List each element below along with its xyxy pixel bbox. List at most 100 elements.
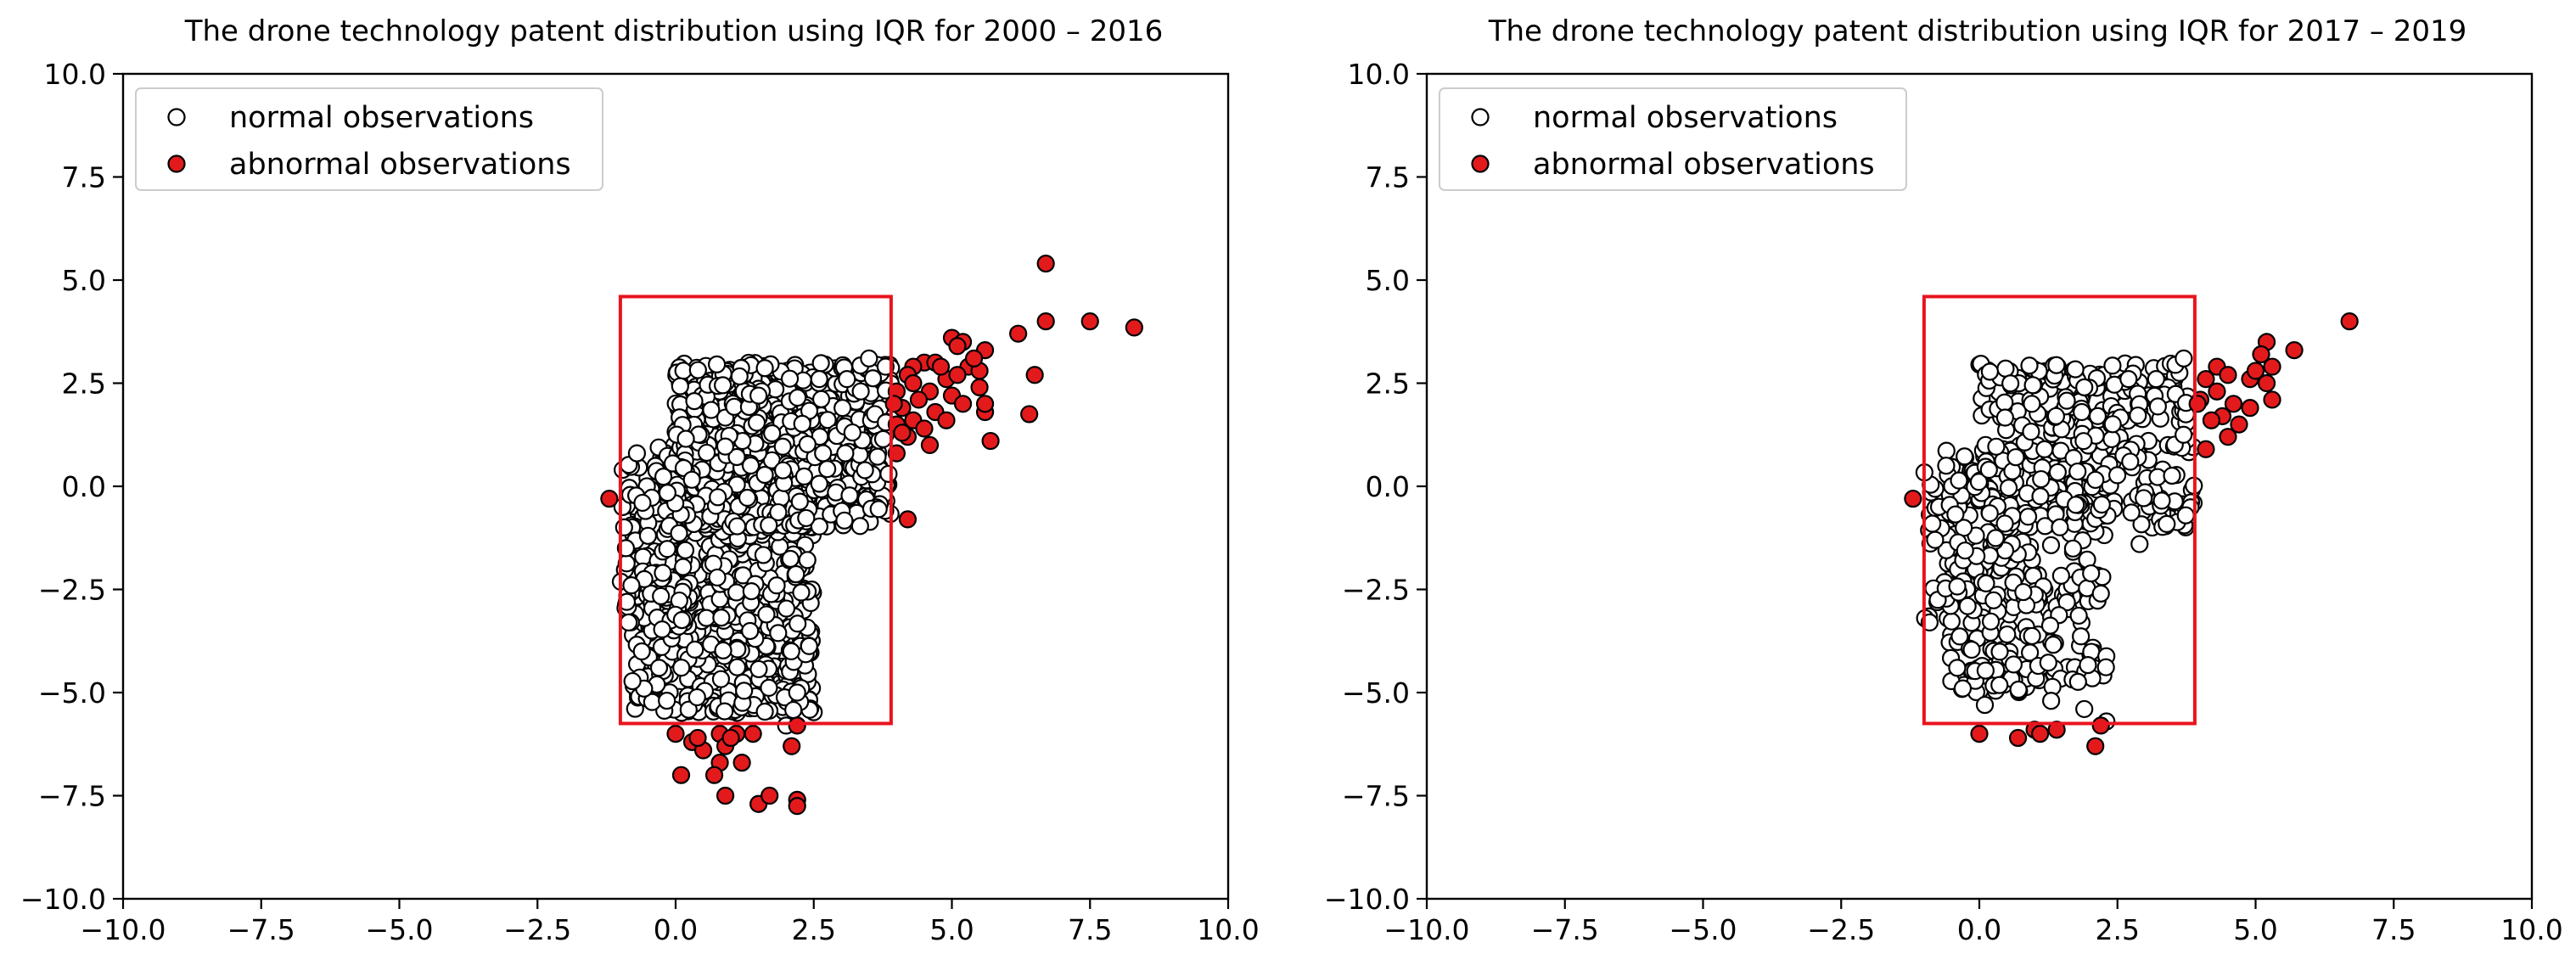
normal-point bbox=[685, 392, 704, 411]
normal-point bbox=[869, 500, 888, 519]
normal-point bbox=[814, 444, 833, 463]
x-tick-label: 7.5 bbox=[1068, 913, 1112, 946]
normal-point bbox=[2147, 370, 2165, 389]
normal-point bbox=[670, 524, 688, 542]
normal-point bbox=[714, 641, 732, 659]
abnormal-point bbox=[2230, 415, 2248, 434]
normal-point bbox=[2121, 452, 2140, 471]
normal-point bbox=[676, 429, 695, 448]
abnormal-point bbox=[788, 716, 806, 735]
normal-point bbox=[742, 582, 760, 601]
abnormal-point bbox=[783, 737, 801, 755]
normal-point bbox=[2130, 535, 2149, 553]
y-tick-label: 0.0 bbox=[1366, 470, 1410, 503]
normal-point bbox=[2041, 536, 2061, 554]
normal-point bbox=[769, 624, 788, 642]
chart-title: The drone technology patent distribution… bbox=[184, 14, 1164, 48]
normal-point bbox=[709, 488, 727, 507]
abnormal-point bbox=[2219, 366, 2237, 384]
normal-point bbox=[843, 423, 861, 442]
abnormal-point bbox=[970, 378, 989, 396]
abnormal-point bbox=[920, 435, 940, 455]
normal-point bbox=[767, 576, 786, 595]
y-tick-label: 7.5 bbox=[62, 161, 106, 194]
normal-point bbox=[2088, 407, 2107, 425]
normal-point bbox=[794, 467, 814, 485]
abnormal-point bbox=[2252, 345, 2270, 364]
normal-point bbox=[714, 376, 732, 395]
abnormal-point bbox=[2197, 440, 2215, 458]
normal-point bbox=[2048, 463, 2067, 482]
normal-point bbox=[2091, 584, 2110, 603]
normal-point bbox=[2057, 391, 2076, 410]
abnormal-point bbox=[1020, 405, 1039, 424]
abnormal-point bbox=[666, 724, 685, 743]
normal-point bbox=[2044, 636, 2062, 654]
normal-point bbox=[623, 671, 642, 691]
abnormal-point bbox=[2285, 341, 2304, 360]
normal-point bbox=[711, 670, 731, 688]
normal-point bbox=[727, 517, 747, 536]
normal-point bbox=[2079, 655, 2097, 675]
legend-marker-abnormal bbox=[167, 154, 186, 173]
normal-point bbox=[632, 642, 651, 661]
normal-point bbox=[840, 486, 859, 505]
abnormal-point bbox=[2219, 428, 2237, 446]
normal-point bbox=[658, 692, 676, 710]
normal-point bbox=[2135, 489, 2153, 508]
normal-point bbox=[1950, 471, 1968, 490]
normal-point bbox=[2022, 423, 2040, 441]
normal-point bbox=[2066, 360, 2085, 379]
abnormal-point bbox=[1904, 489, 1922, 508]
normal-point bbox=[725, 397, 744, 416]
normal-point bbox=[2082, 564, 2101, 583]
y-tick-label: −5.0 bbox=[1342, 676, 1410, 710]
normal-point bbox=[790, 492, 809, 511]
normal-point bbox=[727, 583, 746, 602]
abnormal-point bbox=[915, 419, 934, 438]
normal-point bbox=[2075, 699, 2094, 719]
normal-point bbox=[836, 444, 855, 463]
iqr-box bbox=[618, 295, 893, 726]
plot-area bbox=[1904, 295, 2359, 755]
abnormal-point bbox=[909, 390, 929, 409]
normal-point bbox=[868, 447, 887, 466]
normal-point bbox=[735, 682, 754, 700]
abnormal-point bbox=[2031, 724, 2050, 743]
normal-point bbox=[2096, 658, 2115, 676]
abnormal-point bbox=[2340, 312, 2359, 331]
normal-point bbox=[773, 437, 792, 456]
normal-point bbox=[800, 637, 818, 655]
y-tick-label: −5.0 bbox=[38, 676, 106, 710]
normal-point bbox=[654, 468, 673, 486]
normal-point bbox=[2006, 448, 2025, 467]
x-tick-label: −7.5 bbox=[1531, 913, 1599, 946]
normal-point bbox=[2014, 582, 2033, 602]
normal-point bbox=[789, 614, 807, 633]
normal-point bbox=[781, 549, 800, 569]
x-tick-label: 0.0 bbox=[654, 913, 698, 946]
normal-point bbox=[1956, 447, 1974, 466]
normal-point bbox=[835, 511, 854, 530]
x-tick-label: 10.0 bbox=[2500, 913, 2562, 946]
normal-point bbox=[856, 461, 874, 480]
chart-panel-left: The drone technology patent distribution… bbox=[20, 14, 1260, 946]
y-tick-label: 10.0 bbox=[44, 58, 106, 91]
normal-point bbox=[810, 474, 828, 493]
normal-point bbox=[2176, 506, 2195, 525]
x-tick-label: 5.0 bbox=[2233, 913, 2277, 946]
abnormal-point bbox=[1970, 724, 1989, 743]
normal-point bbox=[2032, 469, 2051, 489]
legend-label: normal observations bbox=[229, 101, 534, 135]
normal-point bbox=[1998, 625, 2017, 644]
normal-point bbox=[797, 508, 816, 528]
normal-point bbox=[1950, 627, 1969, 646]
normal-point bbox=[879, 464, 898, 483]
abnormal-point bbox=[948, 337, 967, 356]
abnormal-point bbox=[2208, 382, 2226, 401]
normal-point bbox=[2074, 432, 2093, 451]
normal-point bbox=[671, 377, 689, 396]
normal-point bbox=[1926, 530, 1945, 549]
normal-point bbox=[850, 517, 869, 536]
x-tick-label: −10.0 bbox=[80, 913, 166, 946]
